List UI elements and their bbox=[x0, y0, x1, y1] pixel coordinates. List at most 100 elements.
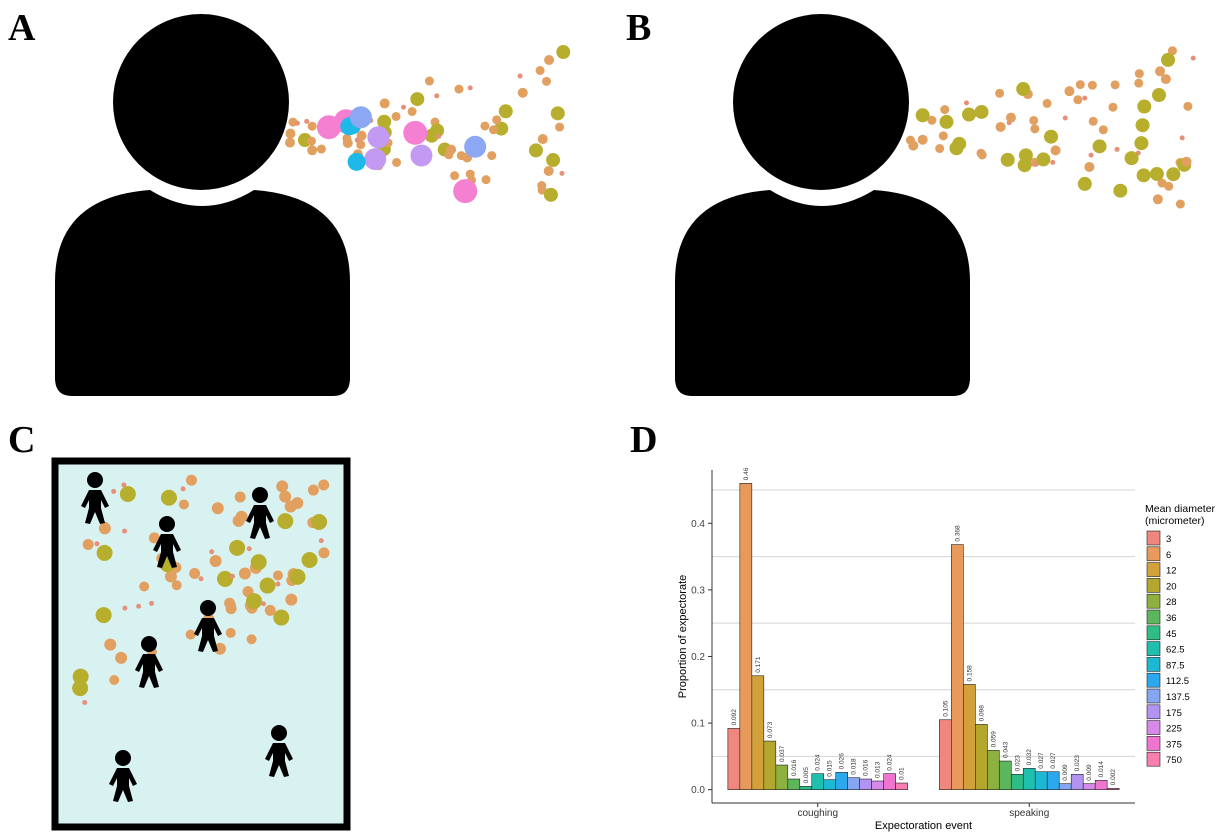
legend-swatch bbox=[1147, 547, 1160, 561]
droplet bbox=[1084, 162, 1094, 172]
droplet bbox=[304, 119, 309, 124]
droplet bbox=[1183, 102, 1192, 111]
droplet bbox=[464, 136, 486, 158]
droplet bbox=[1153, 194, 1163, 204]
droplet bbox=[217, 571, 233, 587]
head bbox=[271, 725, 287, 741]
bar bbox=[776, 765, 788, 790]
droplet bbox=[318, 547, 329, 558]
value-label: 0.023 bbox=[1014, 755, 1021, 772]
legend-swatch bbox=[1147, 752, 1160, 766]
droplet bbox=[210, 555, 222, 567]
bar bbox=[1047, 772, 1059, 790]
bar bbox=[987, 750, 999, 789]
droplet bbox=[529, 143, 543, 157]
droplet bbox=[233, 515, 245, 527]
droplet bbox=[403, 121, 427, 145]
legend-label: 87.5 bbox=[1166, 660, 1185, 671]
droplet bbox=[308, 122, 317, 131]
legend-label: 175 bbox=[1166, 708, 1182, 719]
droplet bbox=[489, 125, 498, 134]
droplet bbox=[1044, 130, 1058, 144]
droplet bbox=[82, 700, 87, 705]
droplet bbox=[556, 45, 570, 59]
droplet bbox=[273, 570, 283, 580]
legend-swatch bbox=[1147, 626, 1160, 640]
droplet bbox=[109, 675, 119, 685]
y-tick-label: 0.3 bbox=[691, 585, 705, 596]
droplet bbox=[392, 112, 401, 121]
droplet bbox=[1006, 113, 1016, 123]
bar bbox=[939, 720, 951, 790]
droplet bbox=[355, 138, 360, 143]
value-label: 0.015 bbox=[827, 760, 834, 777]
bar bbox=[728, 728, 740, 789]
legend-swatch bbox=[1147, 657, 1160, 671]
droplet bbox=[94, 541, 99, 546]
legend-swatch bbox=[1147, 563, 1160, 577]
bar bbox=[1107, 788, 1119, 789]
x-axis-label: Expectoration event bbox=[875, 820, 972, 832]
value-label: 0.368 bbox=[954, 525, 961, 542]
droplet bbox=[111, 489, 116, 494]
value-label: 0.059 bbox=[990, 731, 997, 748]
droplet bbox=[518, 88, 528, 98]
droplet bbox=[1152, 88, 1166, 102]
value-label: 0.158 bbox=[966, 665, 973, 682]
droplet bbox=[1051, 145, 1061, 155]
droplet bbox=[450, 171, 459, 180]
legend-swatch bbox=[1147, 610, 1160, 624]
value-label: 0.016 bbox=[791, 759, 798, 776]
legend-title: (micrometer) bbox=[1145, 515, 1205, 527]
droplet bbox=[1089, 153, 1094, 158]
panel-label: D bbox=[630, 419, 657, 461]
droplet bbox=[468, 85, 473, 90]
droplet bbox=[277, 513, 293, 529]
droplet bbox=[364, 148, 386, 170]
y-tick-label: 0.1 bbox=[691, 719, 705, 730]
bar bbox=[848, 778, 860, 790]
legend-label: 3 bbox=[1166, 534, 1171, 545]
bar bbox=[1095, 780, 1107, 789]
droplet bbox=[161, 490, 177, 506]
droplet bbox=[939, 131, 948, 140]
legend-swatch bbox=[1147, 642, 1160, 656]
value-label: 0.023 bbox=[1074, 755, 1081, 772]
head bbox=[200, 600, 216, 616]
y-tick-label: 0.2 bbox=[691, 652, 705, 663]
y-axis-label: Proportion of expectorate bbox=[677, 575, 689, 699]
droplet bbox=[96, 607, 112, 623]
droplet bbox=[551, 106, 565, 120]
bar bbox=[812, 774, 824, 790]
bar bbox=[975, 724, 987, 789]
bar bbox=[824, 780, 836, 790]
legend-swatch bbox=[1147, 721, 1160, 735]
value-label: 0.032 bbox=[1026, 749, 1033, 766]
droplet bbox=[1161, 74, 1171, 84]
value-label: 0.098 bbox=[978, 705, 985, 722]
droplet bbox=[1078, 177, 1092, 191]
droplet bbox=[1088, 81, 1097, 90]
value-label: 0.018 bbox=[851, 758, 858, 775]
droplet bbox=[1111, 80, 1120, 89]
droplet bbox=[949, 141, 963, 155]
droplet bbox=[308, 485, 319, 496]
bar bbox=[1023, 768, 1035, 789]
droplet bbox=[1073, 95, 1082, 104]
droplet bbox=[995, 89, 1004, 98]
droplet bbox=[542, 77, 551, 86]
droplet bbox=[229, 540, 245, 556]
droplet bbox=[317, 145, 326, 154]
droplet bbox=[212, 502, 224, 514]
bar bbox=[1011, 774, 1023, 789]
legend-label: 750 bbox=[1166, 755, 1182, 766]
droplet bbox=[1176, 200, 1185, 209]
figure: A B C D 0.00.10.20.30.4coughing0.0920.46… bbox=[0, 0, 1220, 832]
bar bbox=[896, 783, 908, 790]
droplet bbox=[83, 539, 94, 550]
droplet bbox=[179, 499, 189, 509]
droplet bbox=[1150, 167, 1164, 181]
droplet bbox=[916, 108, 930, 122]
droplet bbox=[487, 151, 496, 160]
droplet bbox=[1063, 115, 1068, 120]
